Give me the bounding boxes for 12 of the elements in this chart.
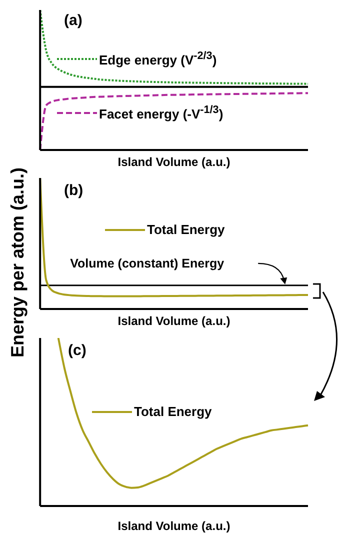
chart-title: (b) (64, 182, 84, 199)
x-axis-title: Island Volume (a.u.) (116, 155, 232, 169)
y-axis-title: Energy per atom (a.u.) (8, 166, 28, 360)
legend-label: Total Energy (147, 222, 225, 237)
legend-label: Facet energy (-V$^{-1/3}$) (99, 104, 224, 122)
ref-line-label: Volume (constant) Energy (70, 256, 224, 270)
legend-label: Edge energy (V$^{-2/3}$) (99, 50, 217, 68)
x-axis-title: Island Volume (a.u.) (116, 519, 232, 533)
chart-title: (a) (64, 12, 82, 29)
x-axis-title: Island Volume (a.u.) (116, 314, 232, 328)
legend-label: Total Energy (134, 404, 212, 419)
chart-title: (c) (68, 342, 86, 359)
